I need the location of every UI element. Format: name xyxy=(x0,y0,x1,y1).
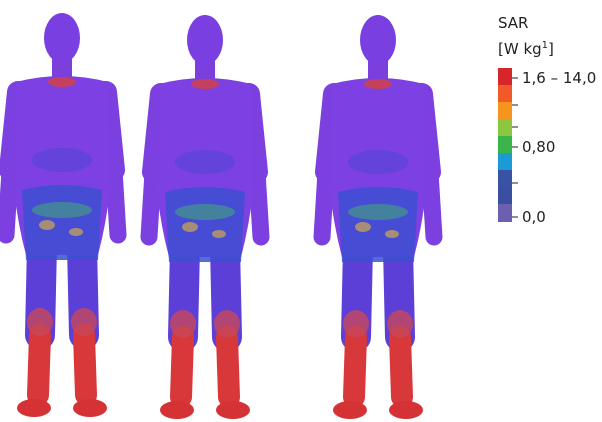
unit-close: ] xyxy=(548,40,554,58)
body-model xyxy=(322,15,434,419)
legend-label: 0,0 xyxy=(522,208,546,226)
body-model xyxy=(149,15,261,419)
legend-label: 0,80 xyxy=(522,138,555,156)
unit: [W kg xyxy=(498,40,542,58)
legend-title: SAR xyxy=(498,14,528,32)
legend-unit: [W kg1] xyxy=(498,40,554,58)
page: SAR [W kg1] 1,6 – 14,0 0,80 0,0 (() => {… xyxy=(0,0,602,422)
colorbar xyxy=(498,68,518,222)
figure: SAR [W kg1] 1,6 – 14,0 0,80 0,0 xyxy=(0,0,602,422)
legend-label: 1,6 – 14,0 xyxy=(522,69,596,87)
body-model xyxy=(6,13,118,417)
